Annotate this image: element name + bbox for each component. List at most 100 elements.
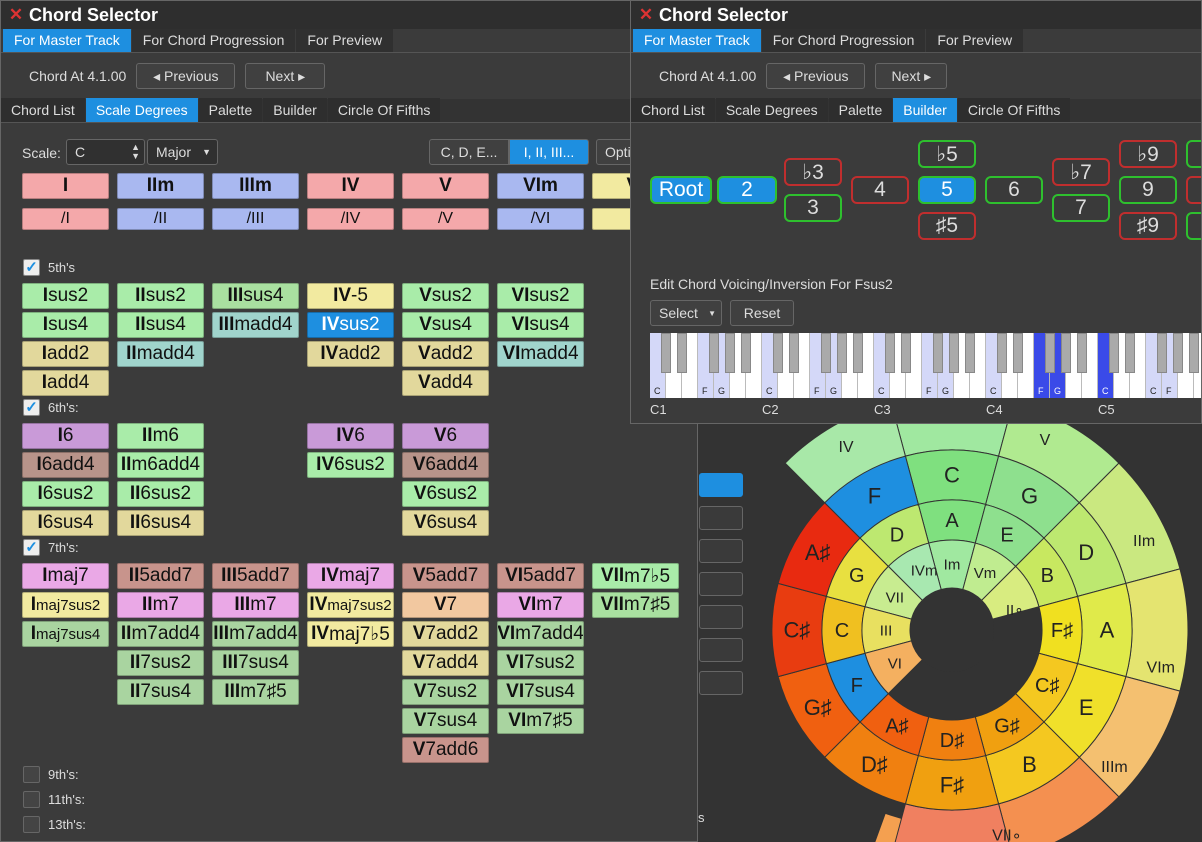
chord-button[interactable]: I 6add4 xyxy=(22,452,109,478)
tab-palette[interactable]: Palette xyxy=(198,98,263,122)
chord-button[interactable]: II sus4 xyxy=(117,312,204,338)
chord-button[interactable]: II sus2 xyxy=(117,283,204,309)
piano-black-key[interactable] xyxy=(1189,333,1199,373)
chord-button[interactable]: III sus4 xyxy=(212,283,299,309)
chord-button[interactable]: II m7add4 xyxy=(117,621,204,647)
previous-button[interactable]: ◂ Previous xyxy=(766,63,866,89)
piano-black-key[interactable] xyxy=(1125,333,1135,373)
degree-button[interactable]: VIm xyxy=(497,173,584,199)
interval-flat5[interactable]: ♭5 xyxy=(918,140,976,168)
note-names-toggle[interactable]: C, D, E... xyxy=(429,139,509,165)
chord-button[interactable]: V 6sus4 xyxy=(402,510,489,536)
side-button[interactable] xyxy=(699,638,743,662)
chord-button[interactable]: III m7 xyxy=(212,592,299,618)
checkbox-checked-icon[interactable]: ✓ xyxy=(23,539,40,556)
chord-button[interactable]: V 7sus2 xyxy=(402,679,489,705)
interval-5[interactable]: 5 xyxy=(918,176,976,204)
thirteenths-section-header[interactable]: 13th's: xyxy=(23,816,86,833)
piano-black-key[interactable] xyxy=(1013,333,1023,373)
scale-root-spinbox[interactable]: C ▲ ▼ xyxy=(66,139,145,165)
chord-button[interactable]: IV 6 xyxy=(307,423,394,449)
checkbox-unchecked-icon[interactable] xyxy=(23,791,40,808)
piano-black-key[interactable] xyxy=(901,333,911,373)
slash-chord-button[interactable]: /I xyxy=(22,208,109,230)
degree-button[interactable]: V xyxy=(402,173,489,199)
chord-button[interactable]: III madd4 xyxy=(212,312,299,338)
chord-button[interactable]: V 7add2 xyxy=(402,621,489,647)
piano-black-key[interactable] xyxy=(1109,333,1119,373)
checkbox-unchecked-icon[interactable] xyxy=(23,816,40,833)
degree-button[interactable]: I xyxy=(22,173,109,199)
piano-black-key[interactable] xyxy=(773,333,783,373)
side-button[interactable] xyxy=(699,539,743,563)
interval-flat9[interactable]: ♭9 xyxy=(1119,140,1177,168)
ninths-section-header[interactable]: 9th's: xyxy=(23,766,79,783)
side-button[interactable] xyxy=(699,572,743,596)
piano-black-key[interactable] xyxy=(677,333,687,373)
interval-sharp5[interactable]: ♯5 xyxy=(918,212,976,240)
side-button[interactable] xyxy=(699,671,743,695)
side-button[interactable] xyxy=(699,506,743,530)
tab-for-preview[interactable]: For Preview xyxy=(296,29,394,52)
chord-button[interactable]: II 6sus4 xyxy=(117,510,204,536)
checkbox-checked-icon[interactable]: ✓ xyxy=(23,259,40,276)
chord-button[interactable]: IV add2 xyxy=(307,341,394,367)
sixths-section-header[interactable]: ✓ 6th's: xyxy=(23,399,79,416)
next-button[interactable]: Next ▸ xyxy=(875,63,948,89)
chord-button[interactable]: VI m7 xyxy=(497,592,584,618)
tab-for-chord-progression[interactable]: For Chord Progression xyxy=(761,29,926,52)
side-button[interactable] xyxy=(699,605,743,629)
piano-black-key[interactable] xyxy=(853,333,863,373)
checkbox-checked-icon[interactable]: ✓ xyxy=(23,399,40,416)
tab-for-chord-progression[interactable]: For Chord Progression xyxy=(131,29,296,52)
interval-partial[interactable] xyxy=(1186,212,1201,240)
chord-button[interactable]: I 6sus4 xyxy=(22,510,109,536)
tab-circle-of-fifths[interactable]: Circle Of Fifths xyxy=(957,98,1071,122)
reset-button[interactable]: Reset xyxy=(730,300,794,326)
piano-black-key[interactable] xyxy=(997,333,1007,373)
degree-button[interactable]: IIm xyxy=(117,173,204,199)
interval-2[interactable]: 2 xyxy=(717,176,777,204)
interval-partial[interactable] xyxy=(1186,176,1201,204)
sevenths-section-header[interactable]: ✓ 7th's: xyxy=(23,539,79,556)
piano-black-key[interactable] xyxy=(949,333,959,373)
degree-button[interactable]: IV xyxy=(307,173,394,199)
chord-button[interactable]: II m6 xyxy=(117,423,204,449)
chord-button[interactable]: V 7add6 xyxy=(402,737,489,763)
piano-black-key[interactable] xyxy=(885,333,895,373)
chord-button[interactable]: III m7♯5 xyxy=(212,679,299,705)
side-button-selected[interactable] xyxy=(699,473,743,497)
piano-black-key[interactable] xyxy=(661,333,671,373)
piano-black-key[interactable] xyxy=(821,333,831,373)
interval-9[interactable]: 9 xyxy=(1119,176,1177,204)
piano-black-key[interactable] xyxy=(725,333,735,373)
chord-button[interactable]: IV maj7 xyxy=(307,563,394,589)
piano-black-key[interactable] xyxy=(1157,333,1167,373)
chord-button[interactable]: III 5add7 xyxy=(212,563,299,589)
tab-circle-of-fifths[interactable]: Circle Of Fifths xyxy=(327,98,441,122)
tab-for-preview[interactable]: For Preview xyxy=(926,29,1024,52)
piano-black-key[interactable] xyxy=(837,333,847,373)
piano-black-key[interactable] xyxy=(1077,333,1087,373)
chord-button[interactable]: VI m7♯5 xyxy=(497,708,584,734)
piano-black-key[interactable] xyxy=(933,333,943,373)
chord-button[interactable]: VII m7♯5 xyxy=(592,592,679,618)
close-icon[interactable]: ✕ xyxy=(8,5,24,24)
piano-black-key[interactable] xyxy=(709,333,719,373)
slash-chord-button[interactable]: /IV xyxy=(307,208,394,230)
fifths-section-header[interactable]: ✓ 5th's xyxy=(23,259,75,276)
chord-button[interactable]: VI 7sus2 xyxy=(497,650,584,676)
chord-button[interactable]: II 6sus2 xyxy=(117,481,204,507)
piano-black-key[interactable] xyxy=(1045,333,1055,373)
chord-button[interactable]: VII m7♭5 xyxy=(592,563,679,589)
chord-button[interactable]: V 6sus2 xyxy=(402,481,489,507)
interval-partial[interactable] xyxy=(1186,140,1201,168)
chord-button[interactable]: IV sus2 xyxy=(307,312,394,338)
chord-button[interactable]: VI sus2 xyxy=(497,283,584,309)
chord-button[interactable]: II madd4 xyxy=(117,341,204,367)
